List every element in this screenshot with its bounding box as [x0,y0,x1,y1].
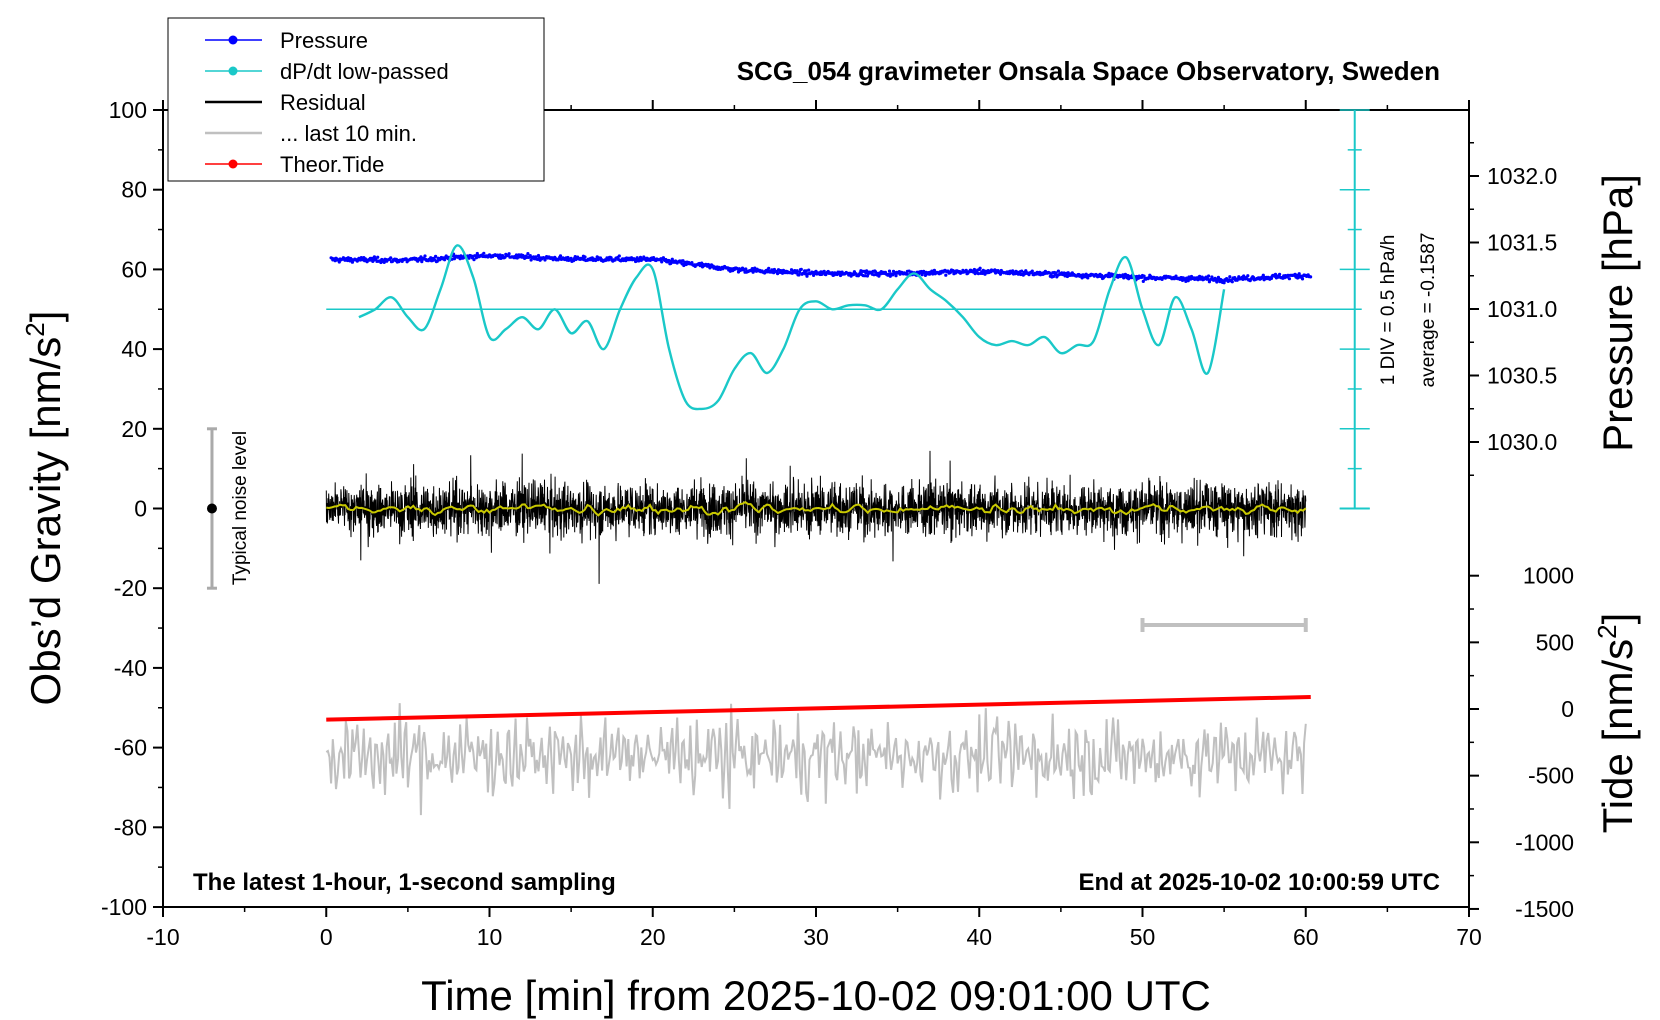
y-tick-label: 100 [109,97,147,123]
y-axis-label-tide-sup: 2 [1592,624,1622,638]
x-tick-label: 40 [966,924,992,950]
legend-item: dP/dt low-passed [205,59,449,84]
series-layer [325,244,1355,816]
x-tick-label: -10 [146,924,179,950]
legend-label: Residual [280,90,366,115]
y-axis-label-pressure: Pressure [hPa] [1594,174,1641,452]
y-axis-gravity: -100 -80 -60 -40 -20 0 20 40 60 80 100 [101,97,163,920]
y-tick-label: -80 [114,814,147,840]
y-tick-label: 60 [121,256,147,282]
legend-item: Pressure [205,28,368,53]
last10-series [325,703,1307,816]
legend-label: Theor.Tide [280,152,384,177]
x-tick-label: 60 [1293,924,1319,950]
tide-tick-label: -500 [1528,763,1574,789]
y-axis-tide: -1500 -1000 -500 0 500 1000 [1469,563,1574,922]
x-axis-label: Time [min] from 2025-10-02 09:01:00 UTC [421,972,1211,1019]
y-tick-label: -20 [114,575,147,601]
dpdt-series [358,244,1226,411]
residual-series [325,450,1307,584]
legend-item: Theor.Tide [205,152,384,177]
y-tick-label: 40 [121,336,147,362]
y-tick-label: -60 [114,735,147,761]
scale-label-div: 1 DIV = 0.5 hPa/h [1378,235,1399,386]
x-tick-label: 50 [1130,924,1156,950]
overlay-layer [206,109,1370,632]
y-axis-label-tide: Tide [nm/s2] [1592,613,1641,834]
pressure-tick-label: 1031.0 [1487,296,1557,322]
pressure-tick-label: 1030.0 [1487,429,1557,455]
tide-tick-label: 0 [1561,696,1574,722]
smoothed-residual-series [326,500,1307,517]
x-tick-label: 10 [477,924,503,950]
legend-items: Pressure dP/dt low-passed Residual ... last… [205,28,449,177]
legend-marker [228,35,238,45]
legend: Pressure dP/dt low-passed Residual ... last… [167,17,545,182]
pressure-series [329,251,1313,285]
y-tick-label: -40 [114,655,147,681]
x-tick-label: 70 [1456,924,1482,950]
tide-series [326,695,1311,722]
pressure-tick-label: 1032.0 [1487,163,1557,189]
legend-marker [228,66,238,76]
tide-tick-label: 1000 [1523,563,1574,589]
legend-item: Residual [205,90,366,115]
x-tick-label: 0 [320,924,333,950]
y-axis-label-tide-end: ] [1594,613,1641,625]
legend-label: dP/dt low-passed [280,59,449,84]
legend-box [167,17,545,182]
legend-label: ... last 10 min. [280,121,417,146]
y-tick-label: 20 [121,416,147,442]
x-axis: -10 0 10 20 30 40 50 60 70 [146,100,1482,950]
scale-label-average: average = -0.1587 [1418,233,1439,388]
x-tick-label: 30 [803,924,829,950]
y-axis-label-gravity: Obs’d Gravity [nm/s2] [20,311,69,706]
tide-tick-label: -1500 [1515,896,1574,922]
x-tick-label: 20 [640,924,666,950]
y-tick-label: -100 [101,894,147,920]
tide-tick-label: -1000 [1515,829,1574,855]
y-axis-label-tide-text: Tide [nm/s [1594,639,1641,834]
pressure-tick-label: 1031.5 [1487,230,1557,256]
bottom-left-note: The latest 1-hour, 1-second sampling [193,869,616,896]
pressure-tick-label: 1030.5 [1487,363,1557,389]
legend-item: ... last 10 min. [205,121,417,146]
bottom-right-note: End at 2025-10-02 10:00:59 UTC [1079,869,1441,896]
chart-title: SCG_054 gravimeter Onsala Space Observat… [737,56,1440,86]
y-axis-label-gravity-text: Obs’d Gravity [nm/s [22,337,69,706]
y-axis-label-gravity-end: ] [22,311,69,323]
y-tick-label: 80 [121,177,147,203]
tide-tick-label: 500 [1536,629,1574,655]
y-axis-label-gravity-sup: 2 [20,322,50,336]
noise-level-center [206,503,217,514]
y-axis-pressure: 1030.0 1030.5 1031.0 1031.5 1032.0 [1469,142,1557,476]
legend-label: Pressure [280,28,368,53]
legend-marker [228,159,238,169]
y-tick-label: 0 [134,496,147,522]
noise-level-label: Typical noise level [230,431,251,585]
